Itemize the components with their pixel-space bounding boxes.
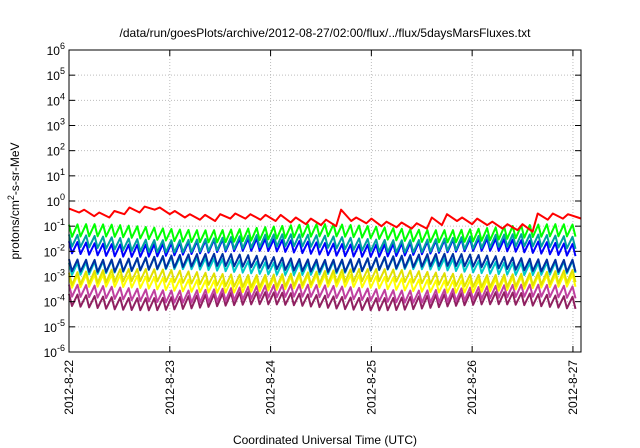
x-axis-label: Coordinated Universal Time (UTC) [233, 433, 417, 447]
y-tick-label: 10-6 [44, 343, 65, 360]
y-axis-label: protons/cm2-s-sr-MeV [6, 142, 22, 259]
ticks: 10-6 10-5 10-4 10-3 10-2 10-1 100 101 102 103 104 1… [44, 41, 581, 415]
series-line [68, 205, 582, 233]
series-line [68, 223, 577, 244]
chart-title: /data/run/goesPlots/archive/2012-08-27/0… [120, 26, 532, 40]
x-tick-label: 2012-8-26 [465, 360, 479, 415]
y-tick-label: 100 [47, 192, 65, 209]
y-tick-label: 10-2 [44, 242, 65, 259]
series-line [68, 291, 577, 312]
series-layer [68, 205, 582, 312]
y-tick-label: 10-3 [44, 268, 65, 285]
series-line [68, 283, 577, 304]
y-tick-label: 10-4 [44, 293, 65, 310]
series-line [68, 252, 577, 273]
series-line [68, 237, 577, 258]
y-tick-label: 10-5 [44, 318, 65, 335]
y-tick-label: 106 [47, 41, 65, 58]
series-line [68, 273, 577, 294]
x-tick-label: 2012-8-27 [566, 360, 580, 415]
x-tick-label: 2012-8-25 [364, 360, 378, 415]
y-tick-label: 105 [47, 66, 65, 83]
y-tick-label: 103 [47, 117, 65, 134]
y-tick-label: 10-1 [44, 217, 65, 234]
x-tick-label: 2012-8-22 [62, 360, 76, 415]
series-line [68, 233, 577, 254]
y-tick-label: 102 [47, 142, 65, 159]
x-tick-label: 2012-8-24 [264, 360, 278, 415]
grid [68, 49, 581, 353]
y-tick-label: 101 [47, 167, 65, 184]
series-line [68, 268, 577, 289]
y-tick-label: 104 [47, 91, 65, 108]
x-tick-label: 2012-8-23 [163, 360, 177, 415]
